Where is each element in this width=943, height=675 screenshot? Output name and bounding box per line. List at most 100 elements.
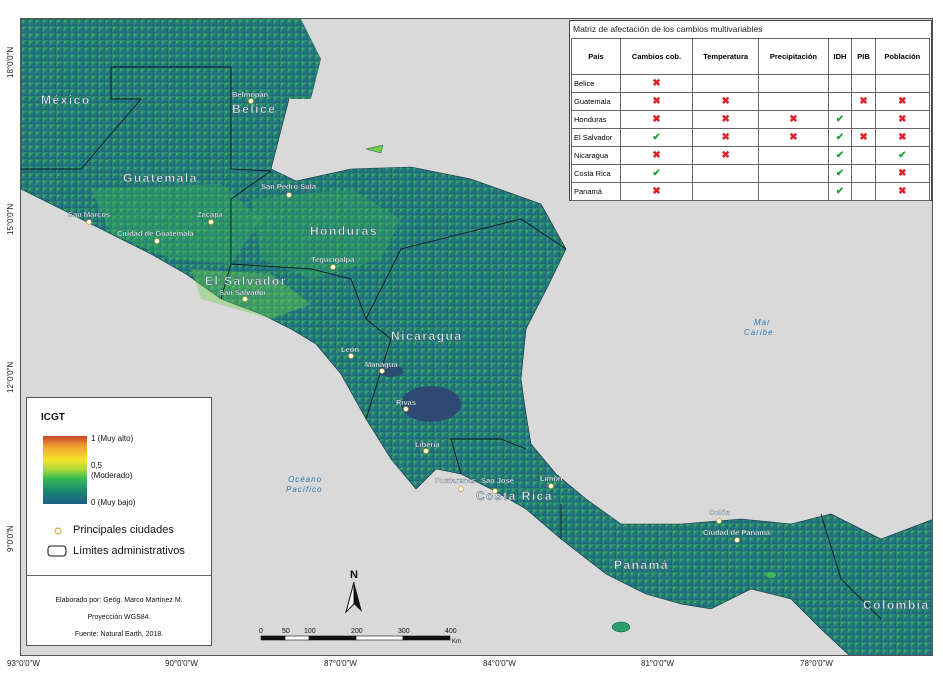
sea-label-caribe-2: Caribe: [744, 328, 774, 337]
legend-city-icon: [54, 527, 62, 535]
scale-tick-100: 100: [304, 628, 316, 635]
cross-icon: ✖: [619, 74, 694, 93]
cross-icon: ✖: [874, 92, 931, 111]
legend-ramp-high: 1 (Muy alto): [91, 434, 134, 443]
matrix-country-cell: Panamá: [571, 182, 621, 201]
empty-cell: [827, 92, 853, 111]
scale-bar: 0 50 100 200 300 400 Km: [259, 628, 461, 645]
lat-tick-12: 12°0'0"N: [6, 361, 15, 393]
north-label: N: [350, 569, 358, 581]
matrix-country-cell: Honduras: [571, 110, 621, 129]
legend-ramp-mid-1: 0,5: [91, 461, 103, 470]
matrix-row: Guatemala ✖ ✖ ✖ ✖: [571, 92, 931, 111]
matrix-header-precipitacion: Precipitación: [758, 38, 829, 75]
sea-label-pacifico-1: Océano: [288, 475, 322, 484]
city-label-ciudad-de-guatemala: Ciudad de Guatemala: [117, 229, 195, 238]
matrix-country-cell: Costa Rica: [571, 164, 621, 183]
lon-tick-90: 90°0'0"W: [165, 659, 198, 668]
lon-tick-84: 84°0'0"W: [483, 659, 516, 668]
matrix-header-poblacion: Población: [874, 38, 931, 75]
check-icon: ✔: [827, 146, 853, 165]
city-marker-ciudad-de-panama: [734, 537, 740, 543]
city-marker-colon: [716, 518, 722, 524]
cross-icon: ✖: [874, 110, 931, 129]
city-marker-san-jose: [492, 488, 498, 494]
city-marker-san-marcos: [86, 219, 92, 225]
matrix-title: Matriz de afectación de los cambios mult…: [573, 24, 763, 34]
lon-tick-93: 93°0'0"W: [7, 659, 40, 668]
check-icon: ✔: [874, 146, 931, 165]
city-label-leon: León: [341, 345, 359, 354]
legend-cities-label: Principales ciudades: [73, 524, 174, 536]
city-label-rivas: Rivas: [396, 398, 416, 407]
matrix-header-row: País Cambios cob. Temperatura Precipitac…: [571, 38, 931, 75]
matrix-row: El Salvador ✔ ✖ ✖ ✔ ✖ ✖: [571, 128, 931, 147]
empty-cell: [692, 74, 760, 93]
scale-unit: Km: [452, 639, 461, 645]
check-icon: ✔: [619, 128, 694, 147]
city-marker-zacapa: [208, 219, 214, 225]
check-icon: ✔: [827, 110, 853, 129]
country-label-nicaragua: Nicaragua: [391, 329, 463, 343]
empty-cell: [851, 110, 876, 129]
lon-tick-81: 81°0'0"W: [641, 659, 674, 668]
country-label-mexico: México: [41, 93, 91, 107]
empty-cell: [692, 164, 760, 183]
credit-author: Elaborado por: Geóg. Marco Martínez M.: [55, 597, 183, 604]
city-label-belmopan: Belmopán: [232, 90, 269, 99]
cross-icon: ✖: [874, 128, 931, 147]
matrix-header-temperatura: Temperatura: [692, 38, 760, 75]
empty-cell: [851, 164, 876, 183]
city-label-ciudad-de-panama: Ciudad de Panamá: [703, 528, 771, 537]
matrix-header-cambios: Cambios cob.: [619, 38, 694, 75]
sea-label-pacifico-2: Pacífico: [286, 485, 322, 494]
country-label-colombia: Colombia: [863, 598, 930, 612]
matrix-table: País Cambios cob. Temperatura Precipitac…: [571, 38, 931, 201]
city-label-tegucigalpa: Tegucigalpa: [311, 255, 355, 264]
cross-icon: ✖: [619, 146, 694, 165]
matrix-country-cell: Guatemala: [571, 92, 621, 111]
legend: ICGT 1 (Muy alto) 0,5 (Moderado) 0 (Muy …: [26, 397, 212, 646]
credit-source: Fuente: Natural Earth, 2018.: [74, 631, 164, 638]
matrix-header-idh: IDH: [827, 38, 853, 75]
matrix-header-pib: PIB: [851, 38, 876, 75]
highland-guatemala: [91, 184, 261, 264]
matrix-row: Honduras ✖ ✖ ✖ ✔ ✖: [571, 110, 931, 129]
scale-tick-0: 0: [259, 628, 263, 635]
check-icon: ✔: [619, 164, 694, 183]
cross-icon: ✖: [851, 92, 876, 111]
cross-icon: ✖: [758, 128, 829, 147]
highland-elsalvador: [191, 269, 311, 319]
city-label-san-salvador: San Salvador: [219, 288, 267, 297]
matrix-country-cell: El Salvador: [571, 128, 621, 147]
scale-tick-400: 400: [445, 628, 457, 635]
city-label-zacapa: Zacapa: [197, 210, 224, 219]
lat-tick-18: 18°0'0"N: [6, 46, 15, 78]
legend-admin-icon: [47, 545, 67, 557]
city-marker-managua: [379, 368, 385, 374]
lake-nicaragua: [401, 386, 461, 422]
cross-icon: ✖: [619, 92, 694, 111]
matrix-country-cell: Nicaragua: [571, 146, 621, 165]
cross-icon: ✖: [758, 110, 829, 129]
city-label-san-pedro-sula: San Pedro Sula: [261, 182, 317, 191]
city-marker-ciudad-de-guatemala: [154, 238, 160, 244]
matrix-row: Costa Rica ✔ ✔ ✖: [571, 164, 931, 183]
city-label-colon: Colón: [709, 508, 731, 517]
city-label-liberia: Liberia: [415, 440, 440, 449]
land-main: [21, 19, 932, 655]
matrix-row: Panamá ✖ ✔ ✖: [571, 182, 931, 201]
scale-tick-200: 200: [351, 628, 363, 635]
legend-admin-label: Límites administrativos: [73, 545, 185, 557]
admin-boundaries: [21, 66, 882, 620]
city-marker-puntarenas: [458, 486, 464, 492]
cross-icon: ✖: [619, 110, 694, 129]
map-canvas[interactable]: México Belice Guatemala Honduras El Salv…: [21, 19, 933, 656]
cross-icon: ✖: [692, 110, 760, 129]
country-label-costa-rica: Costa Rica: [476, 489, 553, 503]
cross-icon: ✖: [874, 164, 931, 183]
cross-icon: ✖: [874, 182, 931, 201]
legend-ramp-low: 0 (Muy bajo): [91, 498, 136, 507]
empty-cell: [874, 74, 931, 93]
city-marker-belmopan: [248, 98, 254, 104]
